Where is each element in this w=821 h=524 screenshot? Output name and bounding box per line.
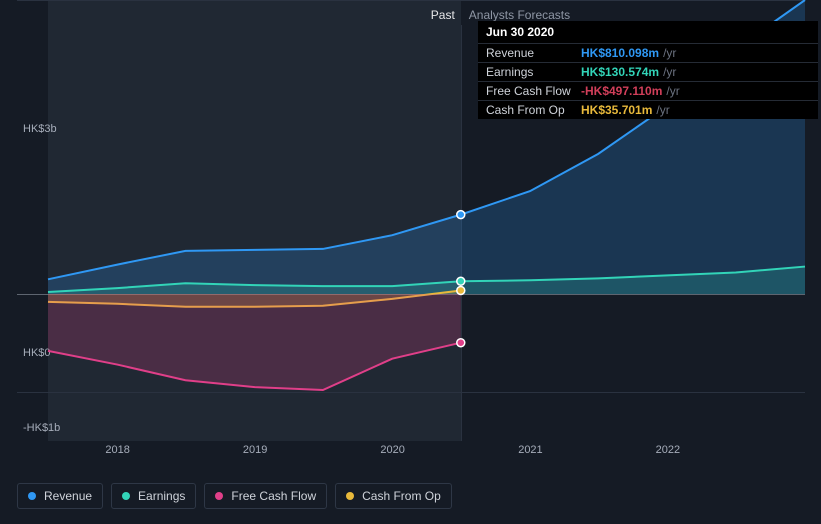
circle-icon: [346, 492, 354, 500]
tooltip-row-fcf: Free Cash Flow -HK$497.110m /yr: [478, 81, 818, 100]
tooltip-date: Jun 30 2020: [478, 21, 818, 43]
circle-icon: [122, 492, 130, 500]
tooltip-unit: /yr: [663, 65, 676, 79]
tooltip-value: HK$130.574m: [581, 65, 659, 79]
tooltip-row-cfo: Cash From Op HK$35.701m /yr: [478, 100, 818, 119]
tooltip: Jun 30 2020 Revenue HK$810.098m /yr Earn…: [478, 21, 818, 119]
financial-forecast-chart: HK$3b HK$0 -HK$1b 2018 2019 2020 2021 20…: [0, 0, 821, 524]
tooltip-value: HK$35.701m: [581, 103, 652, 117]
legend-label: Revenue: [44, 489, 92, 503]
tooltip-row-revenue: Revenue HK$810.098m /yr: [478, 43, 818, 62]
legend: Revenue Earnings Free Cash Flow Cash Fro…: [17, 483, 452, 509]
circle-icon: [215, 492, 223, 500]
legend-label: Cash From Op: [362, 489, 441, 503]
legend-item-earnings[interactable]: Earnings: [111, 483, 196, 509]
tooltip-label: Cash From Op: [486, 103, 581, 117]
tooltip-label: Revenue: [486, 46, 581, 60]
legend-item-cfo[interactable]: Cash From Op: [335, 483, 452, 509]
legend-label: Earnings: [138, 489, 185, 503]
tooltip-unit: /yr: [663, 46, 676, 60]
tooltip-unit: /yr: [656, 103, 669, 117]
circle-icon: [28, 492, 36, 500]
tooltip-row-earnings: Earnings HK$130.574m /yr: [478, 62, 818, 81]
legend-item-revenue[interactable]: Revenue: [17, 483, 103, 509]
tooltip-label: Free Cash Flow: [486, 84, 581, 98]
tooltip-value: -HK$497.110m: [581, 84, 662, 98]
legend-item-fcf[interactable]: Free Cash Flow: [204, 483, 327, 509]
tooltip-value: HK$810.098m: [581, 46, 659, 60]
plot-area[interactable]: HK$3b HK$0 -HK$1b 2018 2019 2020 2021 20…: [17, 0, 805, 458]
legend-label: Free Cash Flow: [231, 489, 316, 503]
tooltip-label: Earnings: [486, 65, 581, 79]
tooltip-unit: /yr: [666, 84, 679, 98]
